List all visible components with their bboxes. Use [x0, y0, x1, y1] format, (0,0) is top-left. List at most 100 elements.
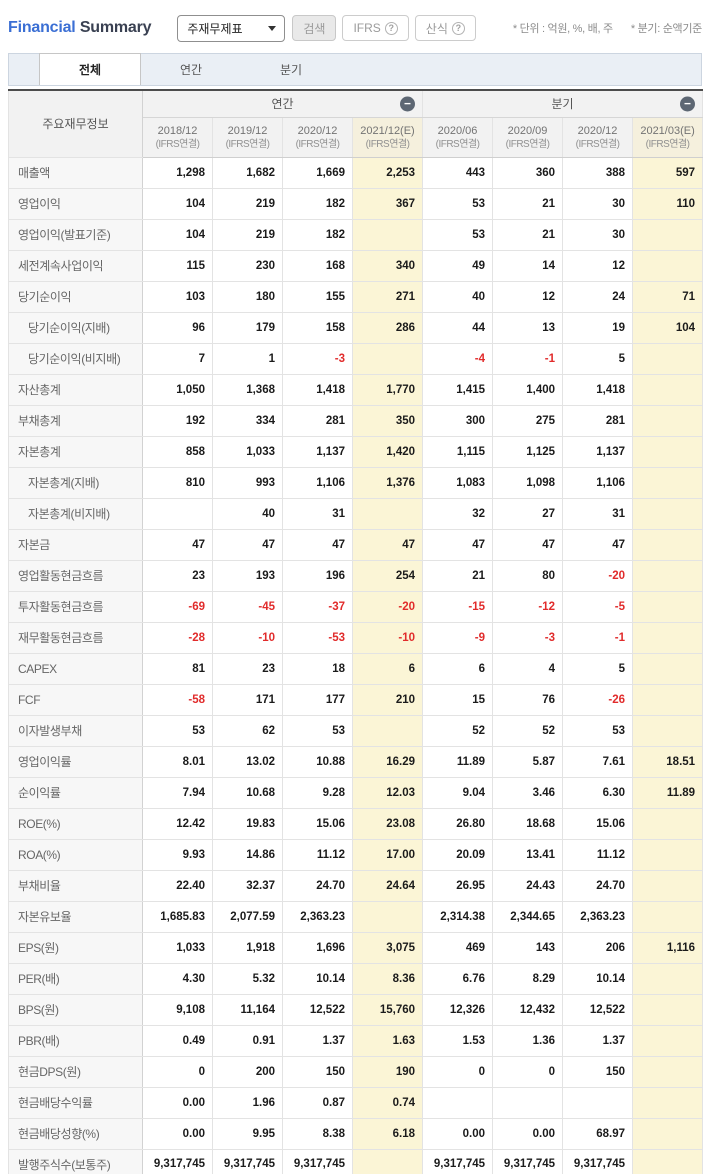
- table-row: 현금배당성향(%) 0.00 9.95 8.38 6.18 0.00 0.00 68.97: [8, 1117, 704, 1150]
- value-cell: 1,098: [492, 466, 564, 499]
- value-cell: -9: [422, 621, 494, 654]
- value-cell: 11.12: [562, 838, 634, 871]
- value-cell: 47: [562, 528, 634, 561]
- table-body: 매출액 1,298 1,682 1,669 2,253 443 360 388 597 영업이익 1…: [8, 156, 704, 1174]
- value-cell: [351, 900, 424, 933]
- value-cell: 150: [562, 1055, 634, 1088]
- value-cell: [632, 652, 704, 685]
- value-cell: 2,253: [351, 156, 424, 189]
- table-row: EPS(원) 1,033 1,918 1,696 3,075 469 143 206 1,116: [8, 931, 704, 964]
- collapse-annual-button[interactable]: −: [400, 96, 416, 112]
- value-cell: -4: [422, 342, 494, 375]
- value-cell: -3: [492, 621, 564, 654]
- tab-annual[interactable]: 연간: [179, 63, 203, 77]
- row-label: 현금배당수익률: [8, 1086, 143, 1119]
- value-cell: 21: [422, 559, 494, 592]
- value-cell: 193: [212, 559, 283, 592]
- value-cell: 11.89: [422, 745, 494, 778]
- value-cell: 0: [492, 1055, 564, 1088]
- formula-help-button[interactable]: 산식 ?: [414, 15, 476, 41]
- value-cell: 12,432: [492, 993, 564, 1026]
- notes: * 단위 : 억원, %, 배, 주 * 분기: 순액기준: [513, 20, 702, 36]
- tab-quarter[interactable]: 분기: [279, 63, 303, 77]
- value-cell: 14.86: [212, 838, 283, 871]
- value-cell: 9,108: [142, 993, 213, 1026]
- value-cell: 9.93: [142, 838, 213, 871]
- annual-group-header: 연간 −: [141, 89, 424, 118]
- value-cell: 53: [422, 187, 494, 220]
- value-cell: 26.95: [422, 869, 494, 902]
- value-cell: 6: [351, 652, 424, 685]
- table-row: 자본금 47 47 47 47 47 47 47: [8, 528, 704, 561]
- tab-all[interactable]: 전체: [39, 53, 141, 85]
- value-cell: 52: [492, 714, 564, 747]
- value-cell: 1,115: [422, 435, 494, 468]
- value-cell: 1,420: [351, 435, 424, 468]
- table-row: 영업이익률 8.01 13.02 10.88 16.29 11.89 5.87 7.61 18.…: [8, 745, 704, 778]
- value-cell: 10.68: [212, 776, 283, 809]
- value-cell: 19.83: [212, 807, 283, 840]
- value-cell: -28: [142, 621, 213, 654]
- value-cell: [351, 1148, 424, 1174]
- value-cell: 254: [351, 559, 424, 592]
- value-cell: 150: [282, 1055, 353, 1088]
- table-row: 현금DPS(원) 0 200 150 190 0 0 150: [8, 1055, 704, 1088]
- value-cell: 192: [142, 404, 213, 437]
- value-cell: 9,317,745: [142, 1148, 213, 1174]
- value-cell: [632, 218, 704, 251]
- row-label: 매출액: [8, 156, 143, 189]
- value-cell: 1,918: [212, 931, 283, 964]
- row-label: 투자활동현금흐름: [8, 590, 143, 623]
- row-label: 현금배당성향(%): [8, 1117, 143, 1150]
- ifrs-label: IFRS: [353, 21, 381, 35]
- value-cell: 469: [422, 931, 494, 964]
- search-button[interactable]: 검색: [292, 15, 337, 41]
- value-cell: 68.97: [562, 1117, 634, 1150]
- value-cell: 71: [632, 280, 704, 313]
- value-cell: 1,415: [422, 373, 494, 406]
- table-row: ROA(%) 9.93 14.86 11.12 17.00 20.09 13.41 11.12: [8, 838, 704, 871]
- value-cell: 9,317,745: [422, 1148, 494, 1174]
- row-label: 부채총계: [8, 404, 143, 437]
- value-cell: 11,164: [212, 993, 283, 1026]
- column-header-estimate: 2021/12(E) (IFRS연결): [351, 116, 424, 158]
- value-cell: 275: [492, 404, 564, 437]
- value-cell: 81: [142, 652, 213, 685]
- value-cell: 2,344.65: [492, 900, 564, 933]
- ifrs-help-button[interactable]: IFRS ?: [342, 15, 409, 41]
- value-cell: 230: [212, 249, 283, 282]
- quarter-group-header: 분기 −: [422, 89, 704, 118]
- table-row: 이자발생부채 53 62 53 52 52 53: [8, 714, 704, 747]
- value-cell: -1: [492, 342, 564, 375]
- value-cell: 20.09: [422, 838, 494, 871]
- value-cell: -3: [282, 342, 353, 375]
- value-cell: 18.68: [492, 807, 564, 840]
- value-cell: 0: [422, 1055, 494, 1088]
- value-cell: 219: [212, 187, 283, 220]
- statement-type-select[interactable]: 주재무제표: [177, 14, 286, 42]
- value-cell: [632, 900, 704, 933]
- table-row: PER(배) 4.30 5.32 10.14 8.36 6.76 8.29 10.14: [8, 962, 704, 995]
- table-row: 당기순이익(지배) 96 179 158 286 44 13 19 104: [8, 311, 704, 344]
- row-label: 영업이익: [8, 187, 143, 220]
- value-cell: [632, 962, 704, 995]
- value-cell: 24.43: [492, 869, 564, 902]
- value-cell: 110: [632, 187, 704, 220]
- value-cell: 179: [212, 311, 283, 344]
- value-cell: 22.40: [142, 869, 213, 902]
- row-label: EPS(원): [8, 931, 143, 964]
- row-label: PBR(배): [8, 1024, 143, 1057]
- value-cell: 1,669: [282, 156, 353, 189]
- column-header: 2019/12 (IFRS연결): [212, 116, 283, 158]
- value-cell: 367: [351, 187, 424, 220]
- collapse-quarter-button[interactable]: −: [680, 96, 696, 112]
- column-header: 2020/12 (IFRS연결): [282, 116, 353, 158]
- table-row: 현금배당수익률 0.00 1.96 0.87 0.74: [8, 1086, 704, 1119]
- value-cell: 196: [282, 559, 353, 592]
- table-row: 자본총계 858 1,033 1,137 1,420 1,115 1,125 1,137: [8, 435, 704, 468]
- corner-header: 주요재무정보: [8, 89, 143, 158]
- row-label: CAPEX: [8, 652, 143, 685]
- value-cell: -1: [562, 621, 634, 654]
- value-cell: 177: [282, 683, 353, 716]
